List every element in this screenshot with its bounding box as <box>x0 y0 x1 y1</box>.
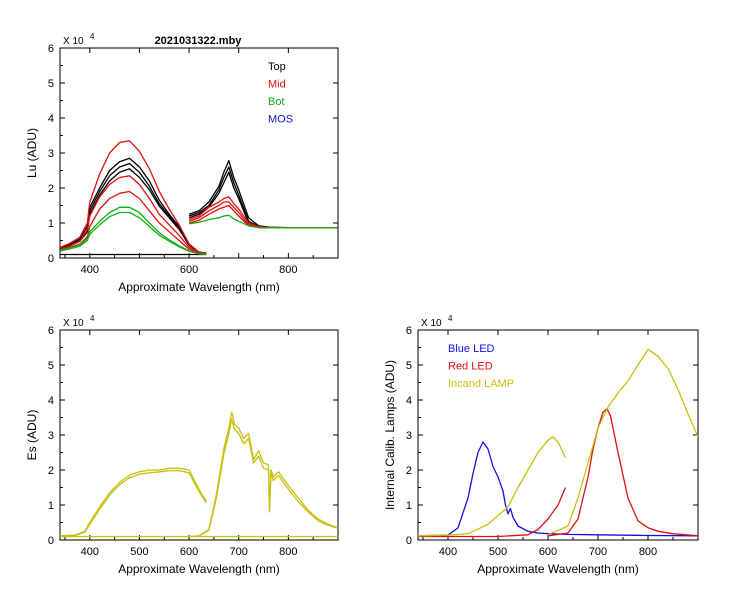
series-line-incand-lamp <box>418 436 567 537</box>
y-tick-label: 1 <box>48 218 54 230</box>
y-axis-label: Lu (ADU) <box>25 128 39 178</box>
y-tick-label: 6 <box>48 43 54 55</box>
chart-lu: 0 1 2 3 4 5 6 400 600 800 X 10 4 Approximate Wavelen… <box>25 32 339 294</box>
plot-frame <box>59 329 339 541</box>
x-tick-label: 800 <box>639 546 657 558</box>
y-exponent-power: 4 <box>448 314 453 323</box>
x-tick-label: 700 <box>230 546 248 558</box>
x-tick-label: 700 <box>589 546 607 558</box>
y-tick-label: 0 <box>406 535 412 547</box>
series-line-es <box>189 411 338 538</box>
legend-entry: Mid <box>268 79 286 91</box>
series-line-top <box>188 160 338 229</box>
y-tick-label: 3 <box>48 430 54 442</box>
y-exponent-label: X 10 <box>421 318 442 329</box>
y-tick-label: 5 <box>406 360 412 372</box>
series-line-red-led <box>418 487 567 538</box>
series-line-red-led <box>547 408 698 537</box>
series-line-bot <box>60 206 207 255</box>
y-tick-label: 5 <box>48 360 54 372</box>
chart-internal-calib-lamps: 0 1 2 3 4 5 6 400 500 600 700 800 X 10 4 Approximate W… <box>383 314 699 576</box>
x-tick-label: 500 <box>489 546 507 558</box>
plot-frame <box>59 47 339 259</box>
y-exponent-label: X 10 <box>63 318 84 329</box>
y-exponent-label: X 10 <box>63 36 84 47</box>
y-tick-label: 2 <box>48 183 54 195</box>
x-tick-label: 800 <box>279 264 297 276</box>
series-line-top <box>60 168 207 254</box>
x-axis-label: Approximate Wavelength (nm) <box>477 562 639 576</box>
y-tick-label: 4 <box>48 395 54 407</box>
y-tick-label: 3 <box>406 430 412 442</box>
x-axis-label: Approximate Wavelength (nm) <box>118 562 280 576</box>
y-tick-label: 0 <box>48 253 54 265</box>
legend-entry: Bot <box>268 96 285 108</box>
y-tick-label: 4 <box>48 113 54 125</box>
y-exponent-power: 4 <box>90 314 95 323</box>
y-axis-label: Es (ADU) <box>25 410 39 461</box>
chart-es: 0 1 2 3 4 5 6 400 500 600 700 800 X 10 4 Approximate W… <box>25 314 339 576</box>
x-tick-label: 400 <box>81 546 99 558</box>
y-tick-label: 3 <box>48 148 54 160</box>
series-line-mid <box>60 175 207 255</box>
x-tick-label: 600 <box>539 546 557 558</box>
series-line-es <box>60 470 207 537</box>
figure-title: 2021031322.mby <box>155 35 243 47</box>
series-group <box>60 411 338 538</box>
legend-entry: Red LED <box>448 361 493 373</box>
x-tick-label: 400 <box>439 546 457 558</box>
y-exponent-power: 4 <box>90 32 95 41</box>
series-line-blue-led <box>418 441 698 537</box>
legend-entry: Top <box>268 61 286 73</box>
y-tick-label: 5 <box>48 78 54 90</box>
series-line-incand-lamp <box>547 348 698 536</box>
legend-entry: MOS <box>268 114 293 126</box>
x-axis-label: Approximate Wavelength (nm) <box>118 280 280 294</box>
y-tick-label: 4 <box>406 395 412 407</box>
y-tick-label: 6 <box>48 325 54 337</box>
x-tick-label: 400 <box>81 264 99 276</box>
series-line-mid <box>60 140 207 254</box>
y-tick-label: 2 <box>406 465 412 477</box>
series-group <box>60 140 338 256</box>
y-tick-label: 1 <box>406 500 412 512</box>
y-tick-label: 2 <box>48 465 54 477</box>
y-axis-label: Internal Calib. Lamps (ADU) <box>383 360 397 510</box>
legend-entry: Incand LAMP <box>448 378 514 390</box>
legend-entry: Blue LED <box>448 343 495 355</box>
x-tick-label: 800 <box>279 546 297 558</box>
series-line-es <box>189 418 338 538</box>
y-tick-label: 0 <box>48 535 54 547</box>
x-tick-label: 600 <box>180 264 198 276</box>
series-line-top <box>60 162 207 254</box>
x-tick-label: 600 <box>180 546 198 558</box>
y-tick-label: 6 <box>406 325 412 337</box>
series-line-bot <box>189 214 338 229</box>
series-line-bot <box>60 211 207 255</box>
x-tick-label: 500 <box>130 546 148 558</box>
series-group <box>418 348 698 538</box>
series-line-es <box>60 467 207 537</box>
y-tick-label: 1 <box>48 500 54 512</box>
series-line-mid <box>60 190 207 255</box>
